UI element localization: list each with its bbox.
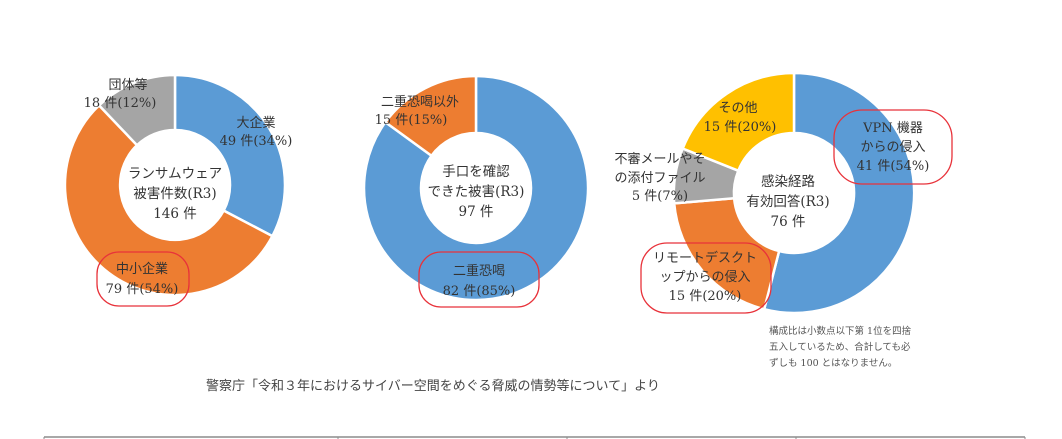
- highlight-ring-double: [418, 251, 540, 308]
- donut-chart-methods: 手口を確認 できた被害(R3) 97 件 二重恐喝以外 15 件(15%) 二重…: [362, 74, 590, 308]
- slice-non-double-extortion: [383, 74, 478, 158]
- center-label-line2: 被害件数(R3): [133, 186, 216, 202]
- label-vpn-line1: VPN 機器: [862, 121, 923, 136]
- slice-vpn: [762, 71, 916, 315]
- label-other-value: 15 件(20%): [704, 120, 777, 135]
- footnote-line2: 五入しているため、合計しても必: [769, 341, 911, 353]
- label-vpn-value: 41 件(54%): [857, 159, 930, 174]
- highlight-ring-sme: [96, 251, 190, 307]
- label-sme-name: 中小企業: [116, 261, 168, 277]
- donut-chart-ransomware: ランサムウェア 被害件数(R3) 146 件 大企業 49 件(34%) 中小企…: [63, 73, 293, 307]
- label-large-name: 大企業: [236, 115, 275, 131]
- center-label-line1: 手口を確認: [442, 164, 510, 180]
- center-label-line1: ランサムウェア: [128, 166, 222, 182]
- center-label-line2: 有効回答(R3): [746, 193, 829, 210]
- center-label-total: 97 件: [459, 204, 494, 220]
- label-vpn-line2: からの侵入: [860, 139, 925, 155]
- label-mail-line1: 不審メールやそ: [614, 152, 705, 167]
- label-mail-value: 5 件(7%): [632, 189, 688, 204]
- label-org-name: 団体等: [108, 77, 147, 93]
- label-other-name: その他: [718, 101, 757, 116]
- label-other-value: 15 件(15%): [375, 113, 448, 128]
- label-double-name: 二重恐喝: [453, 263, 505, 279]
- center-label-line2: できた被害(R3): [428, 184, 525, 200]
- label-double-value: 82 件(85%): [443, 284, 516, 299]
- label-mail-line2: の添付ファイル: [614, 171, 705, 186]
- slice-rdp: [672, 196, 781, 311]
- center-label-total: 146 件: [153, 206, 197, 222]
- label-sme-value: 79 件(54%): [106, 282, 179, 297]
- source-caption: 警察庁「令和３年におけるサイバー空間をめぐる脅威の情勢等について」より: [206, 378, 660, 394]
- slice-other: [681, 71, 796, 173]
- label-rdp-line2: ップからの侵入: [659, 269, 750, 285]
- label-rdp-value: 15 件(20%): [669, 289, 742, 304]
- label-large-value: 49 件(34%): [220, 134, 293, 149]
- center-label-line1: 感染経路: [761, 173, 815, 190]
- slice-double-extortion: [362, 74, 590, 302]
- label-other-name: 二重恐喝以外: [381, 94, 459, 110]
- slice-organizations: [97, 73, 177, 147]
- label-org-value: 18 件(12%): [84, 96, 157, 111]
- highlight-ring-rdp: [640, 242, 772, 314]
- donut-chart-infection-routes: 感染経路 有効回答(R3) 76 件 その他 15 件(20%) VPN 機器 …: [614, 71, 953, 315]
- highlight-ring-vpn: [833, 109, 953, 185]
- footnote-line1: 構成比は小数点以下第 1位を四捨: [769, 325, 912, 337]
- slice-large-enterprise: [173, 73, 287, 238]
- label-rdp-line1: リモートデスクト: [653, 250, 757, 266]
- footnote-line3: ずしも 100 とはなりません。: [769, 358, 897, 369]
- center-label-total: 76 件: [771, 214, 806, 230]
